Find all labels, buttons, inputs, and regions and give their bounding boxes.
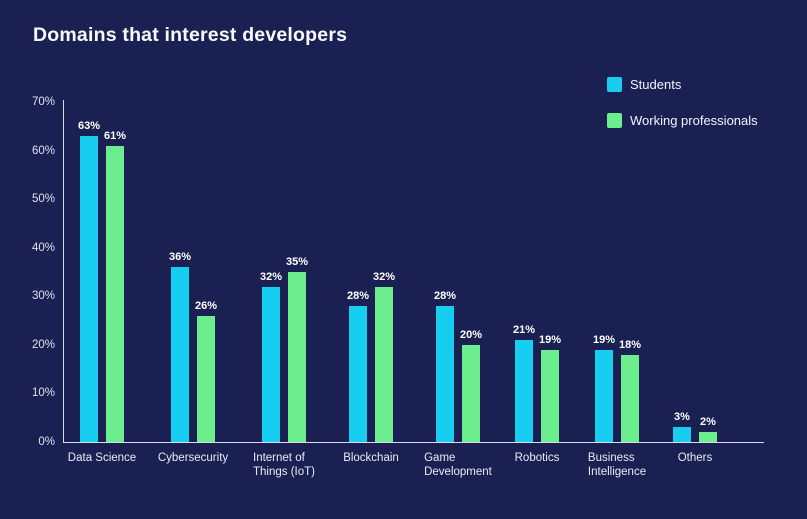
chart-title: Domains that interest developers [33, 24, 348, 46]
bar-students-business-intelligence [595, 350, 613, 442]
category-label-text: Internet of Things (IoT) [253, 452, 315, 478]
bar-working-professionals-others [699, 432, 717, 442]
bar-students-game-development [436, 306, 454, 442]
value-label-working-professionals-others: 2% [700, 416, 716, 428]
value-label-students-internet-of-things-iot-: 32% [259, 271, 283, 283]
y-tick-label: 30% [31, 290, 55, 303]
value-label-working-professionals-business-intelligence: 18% [618, 339, 642, 351]
category-label-cybersecurity: Cybersecurity [138, 451, 248, 465]
legend-label-students: Students [630, 77, 682, 92]
y-tick-label: 40% [31, 241, 55, 254]
legend: Students Working professionals [607, 77, 758, 149]
students-swatch-icon [607, 77, 622, 92]
bar-working-professionals-business-intelligence [621, 355, 639, 442]
category-label-blockchain: Blockchain [316, 451, 426, 465]
x-axis-line [63, 442, 764, 443]
bar-students-cybersecurity [171, 267, 189, 442]
category-label-text: Robotics [514, 452, 560, 464]
value-label-working-professionals-data-science: 61% [103, 130, 127, 142]
value-label-working-professionals-internet-of-things-iot-: 35% [285, 256, 309, 268]
category-label-robotics: Robotics [482, 451, 592, 465]
value-label-students-blockchain: 28% [346, 290, 370, 302]
value-label-students-robotics: 21% [512, 324, 536, 336]
y-axis-line [63, 100, 64, 442]
y-tick-label: 50% [31, 193, 55, 206]
category-label-internet-of-things-iot-: Internet of Things (IoT) [229, 451, 339, 479]
bar-working-professionals-internet-of-things-iot- [288, 272, 306, 442]
category-label-others: Others [640, 451, 750, 465]
category-label-text: Others [677, 452, 713, 464]
value-label-working-professionals-game-development: 20% [459, 329, 483, 341]
working-professionals-swatch-icon [607, 113, 622, 128]
bar-working-professionals-game-development [462, 345, 480, 442]
value-label-working-professionals-robotics: 19% [538, 334, 562, 346]
y-tick-label: 10% [31, 387, 55, 400]
value-label-students-business-intelligence: 19% [592, 334, 616, 346]
value-label-working-professionals-cybersecurity: 26% [194, 300, 218, 312]
bar-working-professionals-blockchain [375, 287, 393, 442]
bar-working-professionals-robotics [541, 350, 559, 442]
bar-students-blockchain [349, 306, 367, 442]
y-tick-label: 60% [31, 144, 55, 157]
category-label-text: Business Intelligence [587, 452, 647, 478]
bar-students-data-science [80, 136, 98, 442]
value-label-students-game-development: 28% [433, 290, 457, 302]
value-label-students-cybersecurity: 36% [168, 251, 192, 263]
legend-item-working-professionals: Working professionals [607, 113, 758, 128]
value-label-students-others: 3% [674, 411, 690, 423]
category-label-text: Blockchain [343, 452, 399, 464]
category-label-data-science: Data Science [47, 451, 157, 465]
bar-working-professionals-cybersecurity [197, 316, 215, 442]
legend-item-students: Students [607, 77, 758, 92]
value-label-students-data-science: 63% [77, 120, 101, 132]
bar-students-robotics [515, 340, 533, 442]
bar-students-others [673, 427, 691, 442]
bar-students-internet-of-things-iot- [262, 287, 280, 442]
category-label-game-development: Game Development [403, 451, 513, 479]
y-tick-label: 70% [31, 96, 55, 108]
category-label-text: Game Development [424, 452, 492, 478]
category-label-text: Data Science [67, 452, 137, 464]
legend-label-working-professionals: Working professionals [630, 113, 758, 128]
y-tick-label: 20% [31, 338, 55, 351]
value-label-working-professionals-blockchain: 32% [372, 271, 396, 283]
bar-working-professionals-data-science [106, 146, 124, 442]
category-label-business-intelligence: Business Intelligence [562, 451, 672, 479]
category-label-text: Cybersecurity [157, 452, 229, 464]
y-tick-label: 0% [38, 436, 55, 448]
